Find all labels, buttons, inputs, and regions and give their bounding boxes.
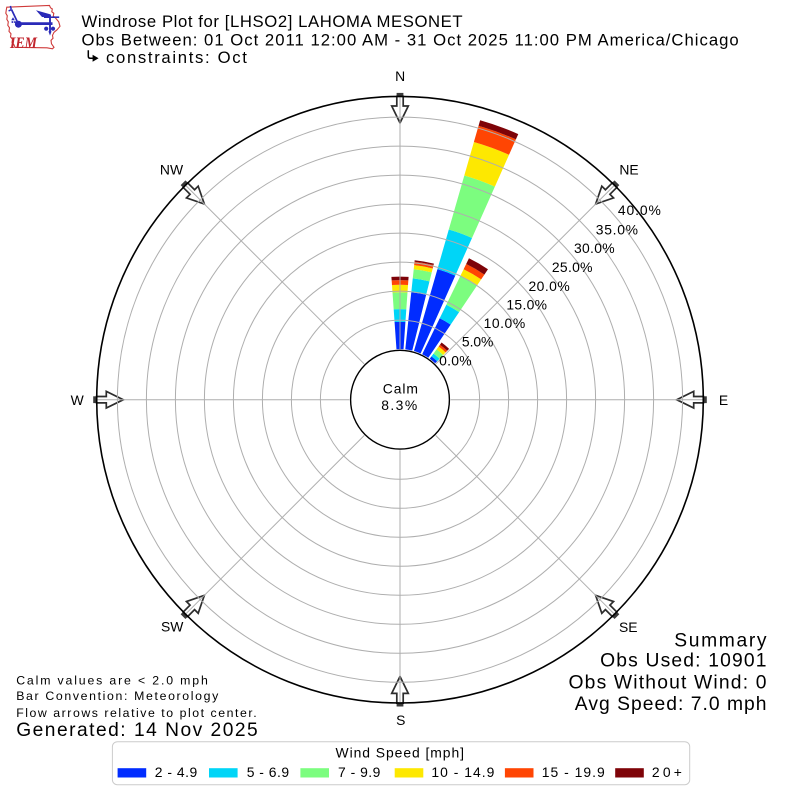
svg-text:Flow arrows relative to plot c: Flow arrows relative to plot center. [16, 706, 256, 720]
svg-text:8.3%: 8.3% [381, 397, 417, 413]
svg-text:IEM: IEM [9, 35, 38, 52]
svg-text:S: S [396, 712, 405, 728]
svg-text:Summary: Summary [674, 631, 767, 652]
svg-text:5 - 6.9: 5 - 6.9 [247, 764, 290, 780]
svg-text:Obs Between: 01 Oct 2011 12:00: Obs Between: 01 Oct 2011 12:00 AM - 31 O… [82, 31, 739, 50]
svg-text:SW: SW [161, 618, 184, 634]
svg-text:Calm values are < 2.0 mph: Calm values are < 2.0 mph [16, 674, 208, 688]
svg-text:10 - 14.9: 10 - 14.9 [431, 764, 494, 780]
svg-text:Obs Used: 10901: Obs Used: 10901 [600, 651, 766, 672]
svg-text:Obs Without Wind: 0: Obs Without Wind: 0 [569, 672, 767, 693]
svg-text:35.0%: 35.0% [596, 222, 638, 238]
svg-text:NW: NW [160, 162, 184, 178]
svg-text:15 - 19.9: 15 - 19.9 [542, 764, 605, 780]
svg-text:W: W [71, 392, 85, 408]
svg-text:10.0%: 10.0% [484, 315, 526, 331]
svg-text:N: N [395, 68, 405, 84]
svg-text:20.0%: 20.0% [529, 278, 570, 294]
svg-text:Windrose Plot for [LHSO2] LAHO: Windrose Plot for [LHSO2] LAHOMA MESONET [82, 12, 463, 31]
svg-text:Calm: Calm [383, 381, 418, 397]
svg-text:NE: NE [619, 161, 638, 177]
svg-text:Wind Speed [mph]: Wind Speed [mph] [336, 745, 465, 761]
svg-text:20+: 20+ [652, 764, 682, 780]
svg-text:15.0%: 15.0% [506, 296, 547, 312]
svg-text:SE: SE [619, 619, 638, 635]
svg-text:0.0%: 0.0% [439, 352, 472, 368]
svg-text:25.0%: 25.0% [552, 259, 593, 275]
svg-text:Generated: 14 Nov 2025: Generated: 14 Nov 2025 [16, 720, 258, 741]
svg-text:constraints: Oct: constraints: Oct [106, 48, 247, 67]
svg-text:5.0%: 5.0% [462, 334, 494, 350]
svg-text:7 - 9.9: 7 - 9.9 [338, 764, 381, 780]
svg-text:30.0%: 30.0% [574, 240, 615, 256]
svg-text:Avg Speed: 7.0 mph: Avg Speed: 7.0 mph [575, 694, 767, 715]
svg-text:2 - 4.9: 2 - 4.9 [155, 764, 198, 780]
svg-text:40.0%: 40.0% [618, 202, 661, 218]
svg-text:Bar Convention: Meteorology: Bar Convention: Meteorology [16, 689, 219, 703]
svg-text:E: E [719, 392, 728, 408]
